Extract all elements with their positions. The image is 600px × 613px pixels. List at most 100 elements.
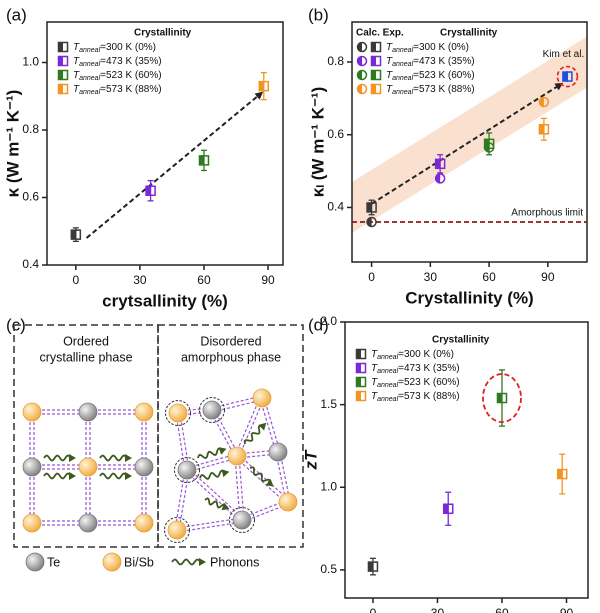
bisb-atom [78, 457, 98, 477]
data-point [442, 503, 454, 515]
marker-half [71, 230, 76, 240]
phonon-wave [249, 466, 271, 482]
bond [237, 454, 290, 501]
bond [178, 470, 190, 531]
phonon-head [125, 472, 132, 480]
y-tick-label: 0.8 [327, 54, 344, 68]
marker-half [58, 70, 63, 80]
phonon-wave [243, 425, 261, 445]
data-point [434, 158, 446, 170]
plot-frame [351, 21, 588, 263]
bond [177, 521, 243, 533]
y-tick-label: 1.0 [22, 55, 39, 69]
legend-marker [355, 390, 367, 402]
marker-half [539, 124, 544, 134]
bisb-atom [22, 513, 42, 533]
phonon [204, 497, 230, 511]
bisb-atom [134, 513, 154, 533]
legend-text: Tanneal=473 K (35%) [386, 56, 475, 68]
bond [238, 398, 265, 458]
te-atom [268, 442, 288, 462]
y-tick-label: 0.8 [22, 122, 39, 136]
x-tick-label: 30 [431, 606, 445, 613]
phonon-head [221, 502, 230, 511]
marker-half [356, 349, 361, 359]
bond [213, 408, 240, 456]
legend-title: Crystallinity [440, 28, 498, 39]
y-axis-label: zT [301, 449, 320, 471]
bond [186, 453, 237, 469]
phonon [99, 472, 132, 480]
y-tick-label: 1.5 [320, 397, 337, 411]
phonon [199, 469, 230, 480]
x-tick-label: 0 [368, 270, 375, 284]
legend-text: Te [47, 555, 60, 569]
legend-marker [356, 69, 368, 81]
data-point [367, 561, 379, 572]
legend-title: Crystallinity [432, 335, 490, 346]
te-atom [202, 400, 222, 420]
disorder-ring [199, 397, 225, 423]
te-atom [232, 510, 252, 530]
marker-half [356, 391, 361, 401]
x-tick-label: 90 [541, 270, 555, 284]
bisb-atom [22, 402, 42, 422]
y-axis-label: κₗ (W m⁻¹ K⁻¹) [308, 87, 327, 198]
phase-title: crystalline phase [39, 350, 132, 364]
marker-half [259, 81, 264, 91]
panel-label: (b) [308, 5, 329, 24]
bond [235, 457, 288, 504]
marker-half [371, 70, 376, 80]
phonon-wave [99, 454, 127, 462]
x-axis-label: Crystallinity (%) [405, 288, 533, 307]
disorder-ring [229, 507, 255, 533]
phonon-head [221, 469, 230, 478]
legend-marker [355, 362, 367, 374]
bisb-atom [278, 492, 298, 512]
legend-marker [356, 55, 368, 67]
te-atom [177, 460, 197, 480]
te-atom [134, 457, 154, 477]
phonon-wave [99, 472, 127, 480]
legend-marker [57, 41, 69, 53]
phonon [249, 466, 274, 487]
bond [185, 471, 242, 522]
phonon-wave [43, 472, 71, 480]
phonon-head [265, 479, 274, 487]
reference-label: Kim et al. [543, 49, 585, 60]
phonon [243, 422, 267, 445]
marker-half [371, 84, 376, 94]
marker-half [435, 159, 441, 169]
phase-title: Ordered [63, 334, 109, 348]
marker-half [562, 72, 568, 82]
legend-text: Bi/Sb [124, 555, 154, 569]
legend-text: Tanneal=300 K (0%) [386, 42, 469, 54]
band [352, 36, 587, 233]
marker-half [368, 562, 373, 572]
marker-half [58, 56, 63, 66]
data-point [556, 468, 568, 480]
data-point [538, 124, 550, 135]
marker-half [356, 377, 361, 387]
phonon-wave [204, 497, 225, 509]
bond [174, 469, 186, 530]
phonon [197, 447, 227, 460]
legend-marker [57, 55, 69, 67]
y-tick-label: 0.4 [22, 257, 39, 271]
bond [234, 456, 241, 521]
legend-text: Tanneal=573 K (88%) [73, 84, 162, 96]
data-point [258, 80, 270, 92]
plot-frame [46, 21, 284, 266]
y-tick-label: 0.6 [327, 127, 344, 141]
marker-half [356, 363, 361, 373]
bond [259, 398, 277, 453]
x-tick-label: 90 [560, 606, 574, 613]
bond [187, 457, 238, 473]
bisb-atom [252, 388, 272, 408]
marker-half [146, 186, 151, 196]
calc-point [366, 216, 377, 228]
legend-text: Tanneal=300 K (0%) [371, 349, 454, 361]
legend-text: Phonons [210, 555, 259, 569]
phonon-head [258, 422, 267, 431]
